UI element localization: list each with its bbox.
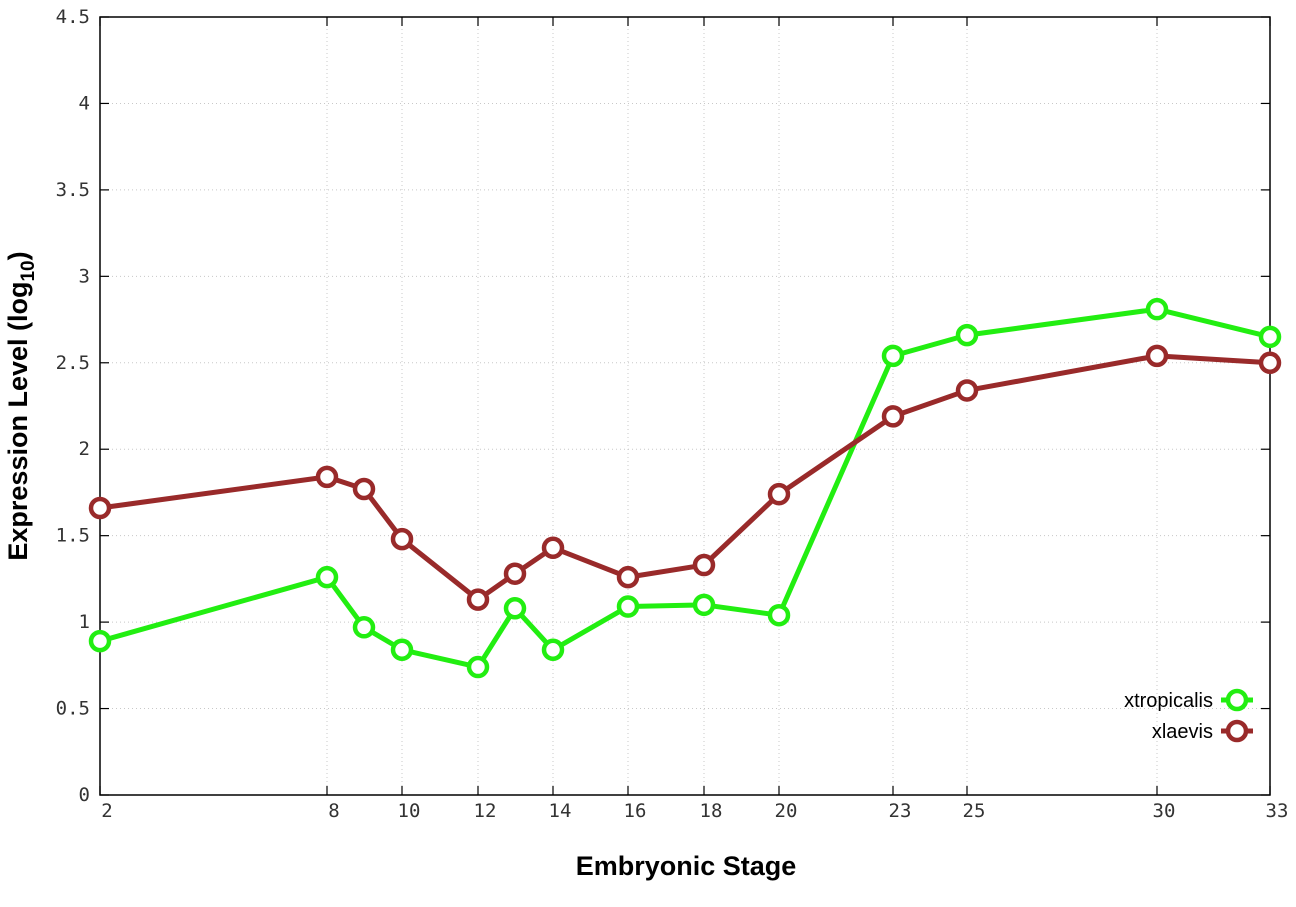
data-point-xtropicalis [466,655,490,679]
y-axis-title: Expression Level (log10) [3,251,39,560]
data-point-xtropicalis [881,344,905,368]
data-point-xtropicalis [955,323,979,347]
data-point-xtropicalis [390,638,414,662]
x-tick-label: 16 [624,800,647,822]
y-tick-label: 0.5 [56,698,90,720]
data-point-xlaevis [503,562,527,585]
data-point-xtropicalis [767,603,791,627]
data-point-xtropicalis [88,629,112,653]
x-tick-label: 30 [1153,800,1176,822]
y-tick-label: 2.5 [56,352,90,374]
x-tick-label: 33 [1266,800,1289,822]
x-tick-label: 2 [101,800,112,822]
data-point-xlaevis [390,527,414,551]
x-tick-label: 14 [549,800,572,822]
data-point-xlaevis [1258,351,1282,375]
gridlines [100,17,1270,795]
legend-swatch-marker [1225,719,1249,743]
axis-ticks: 0 0.5 1 1.5 2 2.5 3 3.5 4 4.5 2 8 10 12 14 16 18 20 23 25 30… [56,6,1289,822]
y-tick-label: 3.5 [56,179,90,201]
data-point-xtropicalis [503,597,527,620]
legend-label: xtropicalis [1124,690,1213,712]
x-tick-label: 20 [775,800,798,822]
plot-frame [99,16,1271,796]
data-point-xtropicalis [1145,297,1169,321]
data-point-xlaevis [1145,344,1169,368]
x-tick-label: 25 [963,800,986,822]
y-tick-label: 0 [79,784,90,806]
series-xtropicalis [88,297,1282,679]
series-line-xlaevis [99,353,1271,603]
data-point-xlaevis [541,536,565,560]
x-axis-title: Embryonic Stage [576,851,797,881]
data-point-xlaevis [352,477,376,501]
legend: xtropicalis xlaevis [1124,688,1253,743]
data-point-xtropicalis [1258,325,1282,349]
data-point-xlaevis [616,565,640,589]
data-point-xtropicalis [352,616,376,639]
data-point-xtropicalis [692,593,716,617]
y-tick-label: 4.5 [56,6,90,28]
x-tick-label: 10 [398,800,421,822]
legend-item-xtropicalis: xtropicalis [1124,688,1253,712]
legend-item-xlaevis: xlaevis [1152,719,1253,743]
data-point-xlaevis [955,379,979,402]
x-tick-label: 12 [474,800,497,822]
x-tick-label: 18 [700,800,723,822]
data-point-xtropicalis [315,565,339,589]
legend-label: xlaevis [1152,721,1213,743]
y-tick-label: 2 [79,438,90,460]
data-point-xlaevis [88,496,112,520]
legend-swatch-marker [1225,688,1249,712]
data-point-xlaevis [767,482,791,506]
series-lines [88,297,1282,679]
y-tick-label: 3 [79,265,90,287]
data-point-xtropicalis [541,638,565,662]
data-point-xlaevis [315,465,339,489]
y-tick-label: 4 [79,92,90,114]
x-tick-label: 23 [889,800,912,822]
data-point-xlaevis [692,553,716,577]
series-xlaevis [88,344,1282,611]
x-tick-label: 8 [328,800,339,822]
data-point-xlaevis [881,405,905,428]
y-tick-label: 1 [79,611,90,633]
y-tick-label: 1.5 [56,525,90,547]
data-point-xlaevis [466,588,490,611]
data-point-xtropicalis [616,595,640,618]
